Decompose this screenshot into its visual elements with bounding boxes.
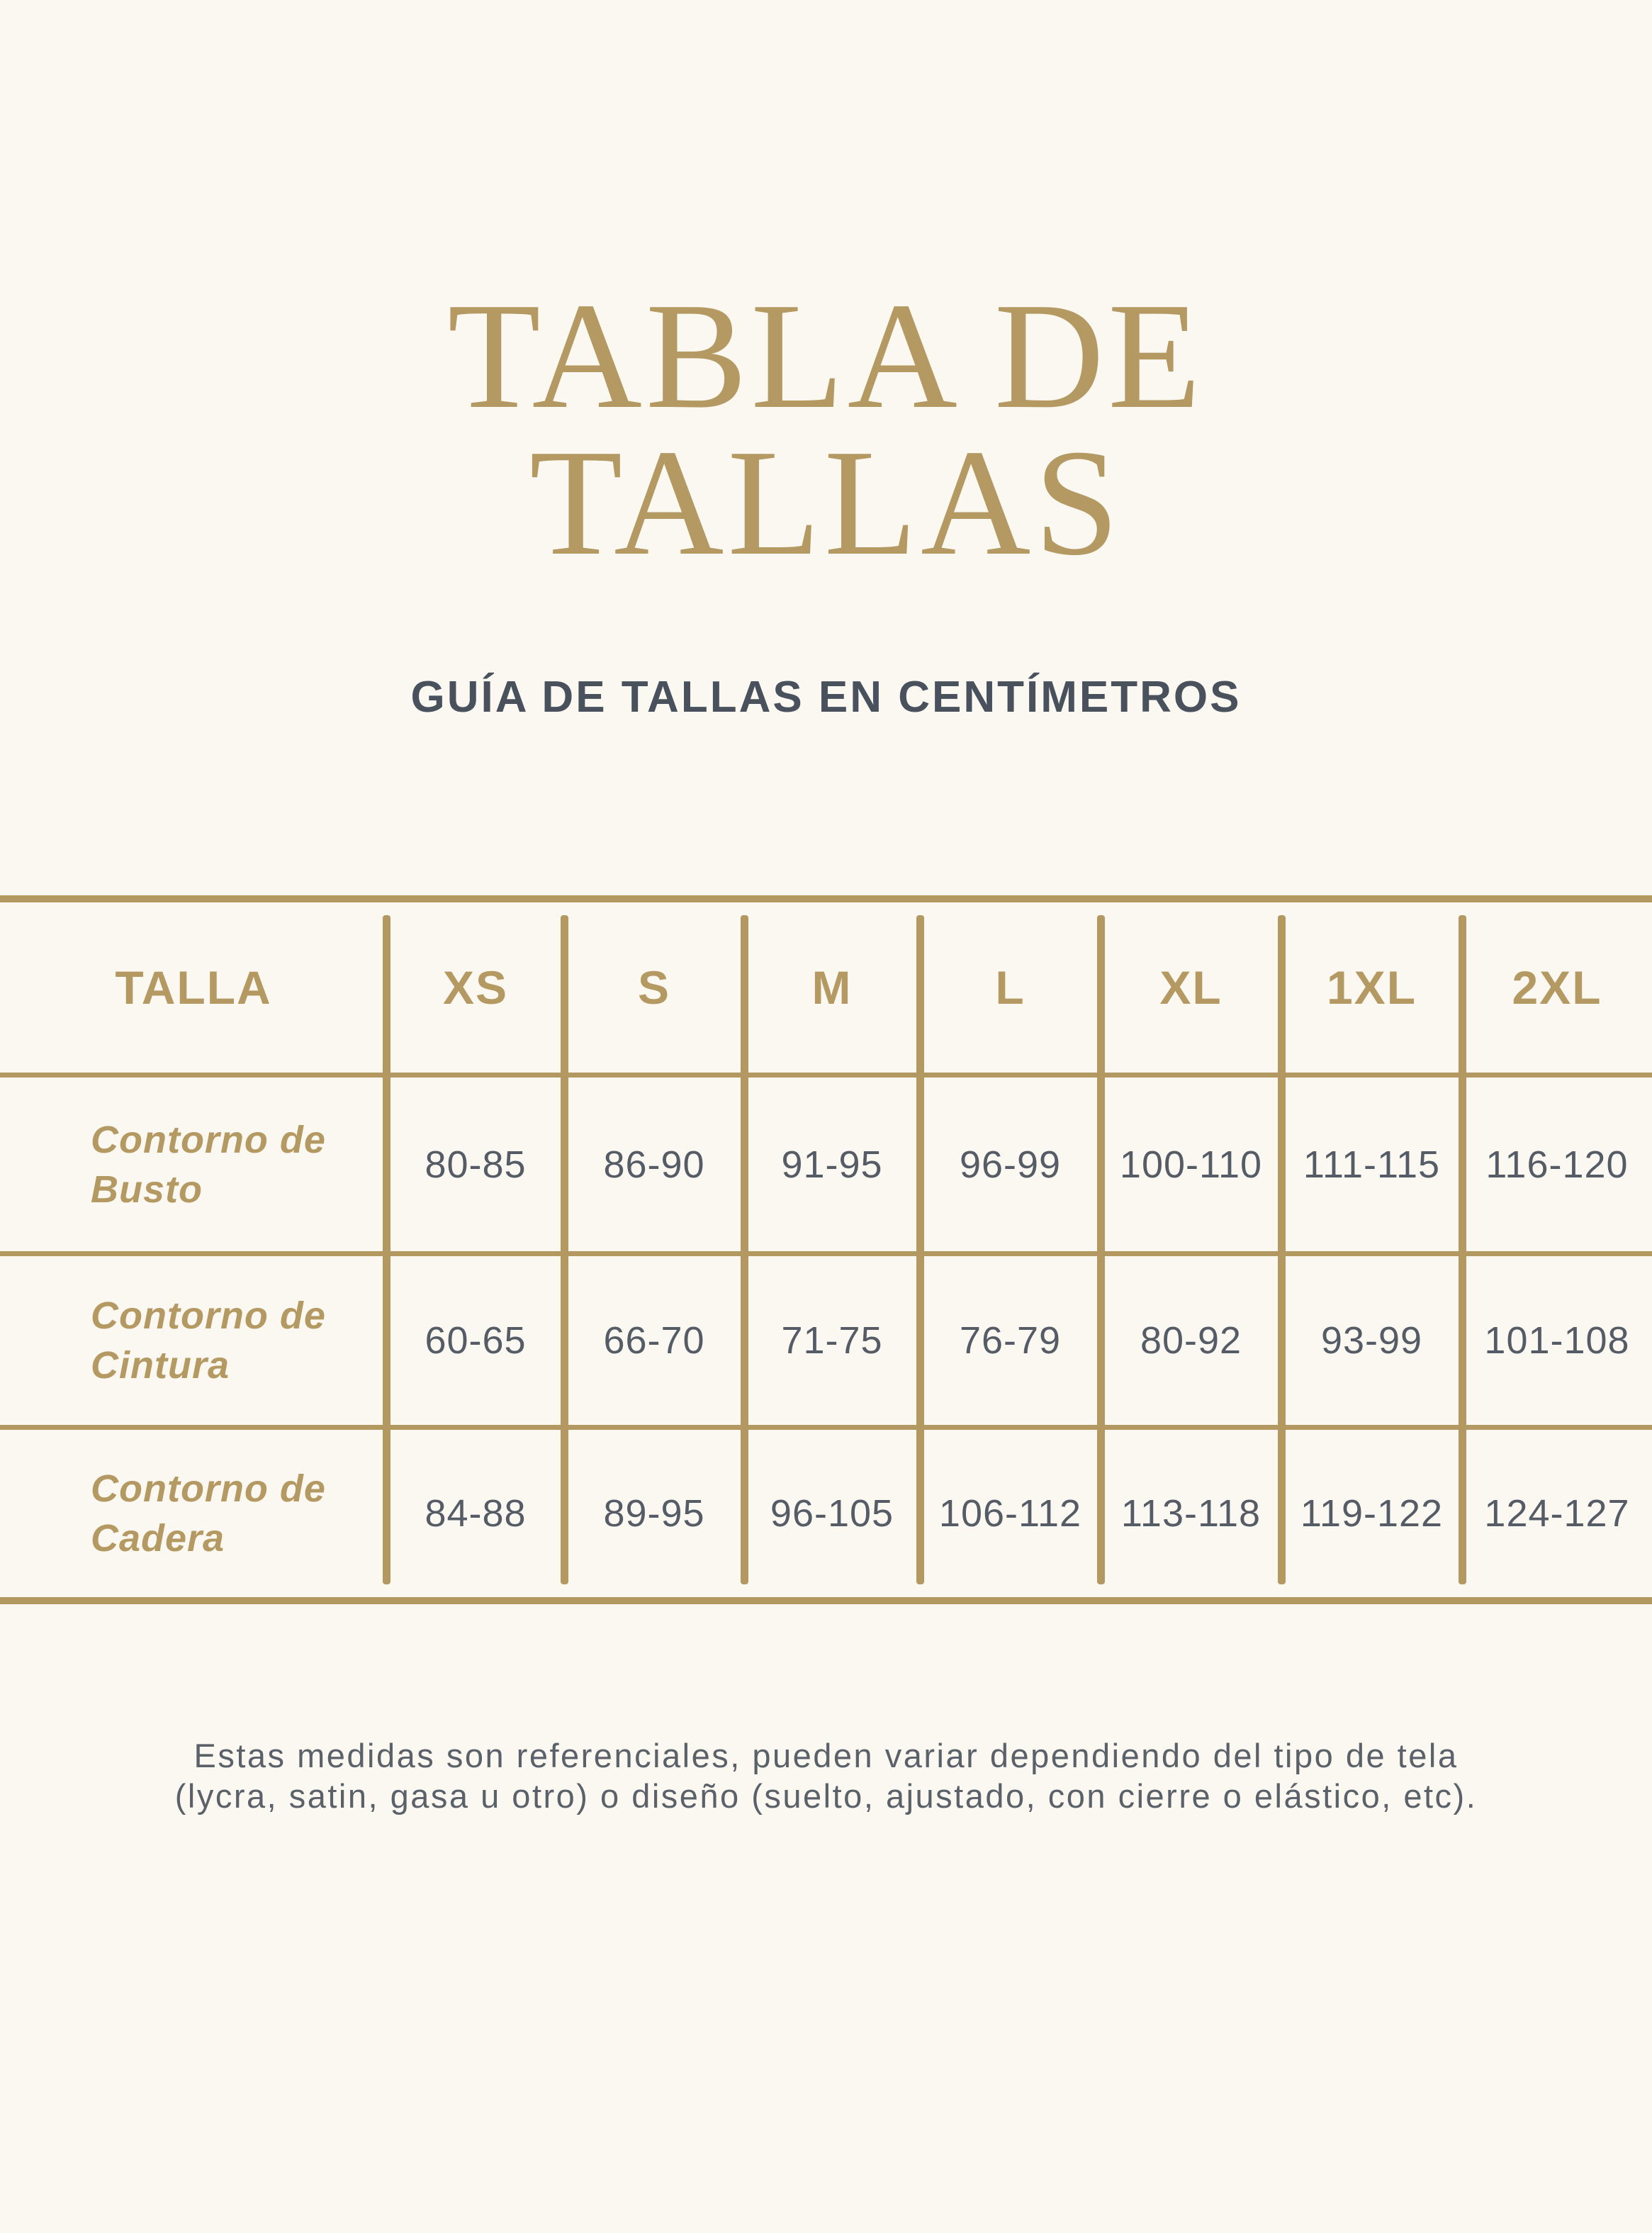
header-cell-2xl: 2XL xyxy=(1512,961,1602,1014)
table-cell: 80-92 xyxy=(1140,1319,1242,1362)
table-bottom-border xyxy=(0,1597,1652,1604)
table-cell: 91-95 xyxy=(781,1143,883,1186)
column-divider xyxy=(1459,915,1466,1584)
table-cell: 101-108 xyxy=(1484,1319,1630,1362)
column-divider xyxy=(741,915,748,1584)
size-table: TALLA XS S M L XL 1XL 2XL Contorno de Bu… xyxy=(0,895,1652,1604)
column-divider xyxy=(1097,915,1105,1584)
table-header-row: TALLA XS S M L XL 1XL 2XL xyxy=(0,902,1652,1073)
row-label-busto: Contorno de Busto xyxy=(0,1078,387,1251)
table-cell: 66-70 xyxy=(603,1319,705,1362)
disclaimer-note: Estas medidas son referenciales, pueden … xyxy=(0,1735,1652,1816)
header-cell-1xl: 1XL xyxy=(1326,961,1417,1014)
page-title: TABLA DE TALLAS xyxy=(0,271,1652,587)
header-cell-xs: XS xyxy=(442,961,509,1014)
header-cell-m: M xyxy=(811,961,853,1014)
row-label-cintura-text: Contorno de Cintura xyxy=(91,1294,326,1387)
table-cell: 106-112 xyxy=(938,1492,1082,1535)
header-cell-s: S xyxy=(637,961,671,1014)
table-cell: 86-90 xyxy=(603,1143,705,1186)
table-row-divider xyxy=(0,1251,1652,1256)
table-cell: 100-110 xyxy=(1119,1143,1263,1186)
table-top-border xyxy=(0,895,1652,902)
page-title-line2: TALLAS xyxy=(529,418,1123,587)
table-cell: 111-115 xyxy=(1303,1143,1441,1186)
header-cell-l: L xyxy=(995,961,1026,1014)
table-cell: 89-95 xyxy=(603,1492,705,1535)
table-cell: 113-118 xyxy=(1120,1492,1262,1535)
row-label-cadera: Contorno de Cadera xyxy=(0,1430,387,1597)
table-row-divider xyxy=(0,1073,1652,1078)
table-cell: 84-88 xyxy=(425,1492,527,1535)
table-cell: 80-85 xyxy=(425,1143,527,1186)
column-divider xyxy=(561,915,568,1584)
table-cell: 116-120 xyxy=(1485,1143,1629,1186)
table-row-busto: Contorno de Busto 80-85 86-90 91-95 96-9… xyxy=(0,1078,1652,1251)
row-label-cintura: Contorno de Cintura xyxy=(0,1256,387,1425)
column-divider xyxy=(916,915,924,1584)
row-label-busto-text: Contorno de Busto xyxy=(91,1118,326,1211)
table-row-cadera: Contorno de Cadera 84-88 89-95 96-105 10… xyxy=(0,1430,1652,1597)
column-divider xyxy=(1278,915,1286,1584)
header-cell-xl: XL xyxy=(1159,961,1223,1014)
column-divider xyxy=(383,915,390,1584)
page-title-line1: TABLA DE xyxy=(447,271,1205,440)
row-label-cadera-text: Contorno de Cadera xyxy=(91,1467,326,1560)
table-cell: 96-99 xyxy=(959,1143,1062,1186)
table-cell: 124-127 xyxy=(1484,1492,1630,1535)
table-cell: 71-75 xyxy=(781,1319,883,1362)
header-cell-talla: TALLA xyxy=(115,961,272,1014)
table-cell: 96-105 xyxy=(770,1492,894,1535)
table-row-cintura: Contorno de Cintura 60-65 66-70 71-75 76… xyxy=(0,1256,1652,1425)
disclaimer-line1: Estas medidas son referenciales, pueden … xyxy=(193,1737,1459,1774)
table-cell: 93-99 xyxy=(1320,1319,1423,1362)
table-cell: 76-79 xyxy=(959,1319,1062,1362)
page-subtitle: GUÍA DE TALLAS EN CENTÍMETROS xyxy=(410,673,1242,722)
table-cell: 119-122 xyxy=(1300,1492,1444,1535)
disclaimer-line2: (lycra, satin, gasa u otro) o diseño (su… xyxy=(174,1777,1478,1815)
table-cell: 60-65 xyxy=(425,1319,527,1362)
table-row-divider xyxy=(0,1425,1652,1430)
